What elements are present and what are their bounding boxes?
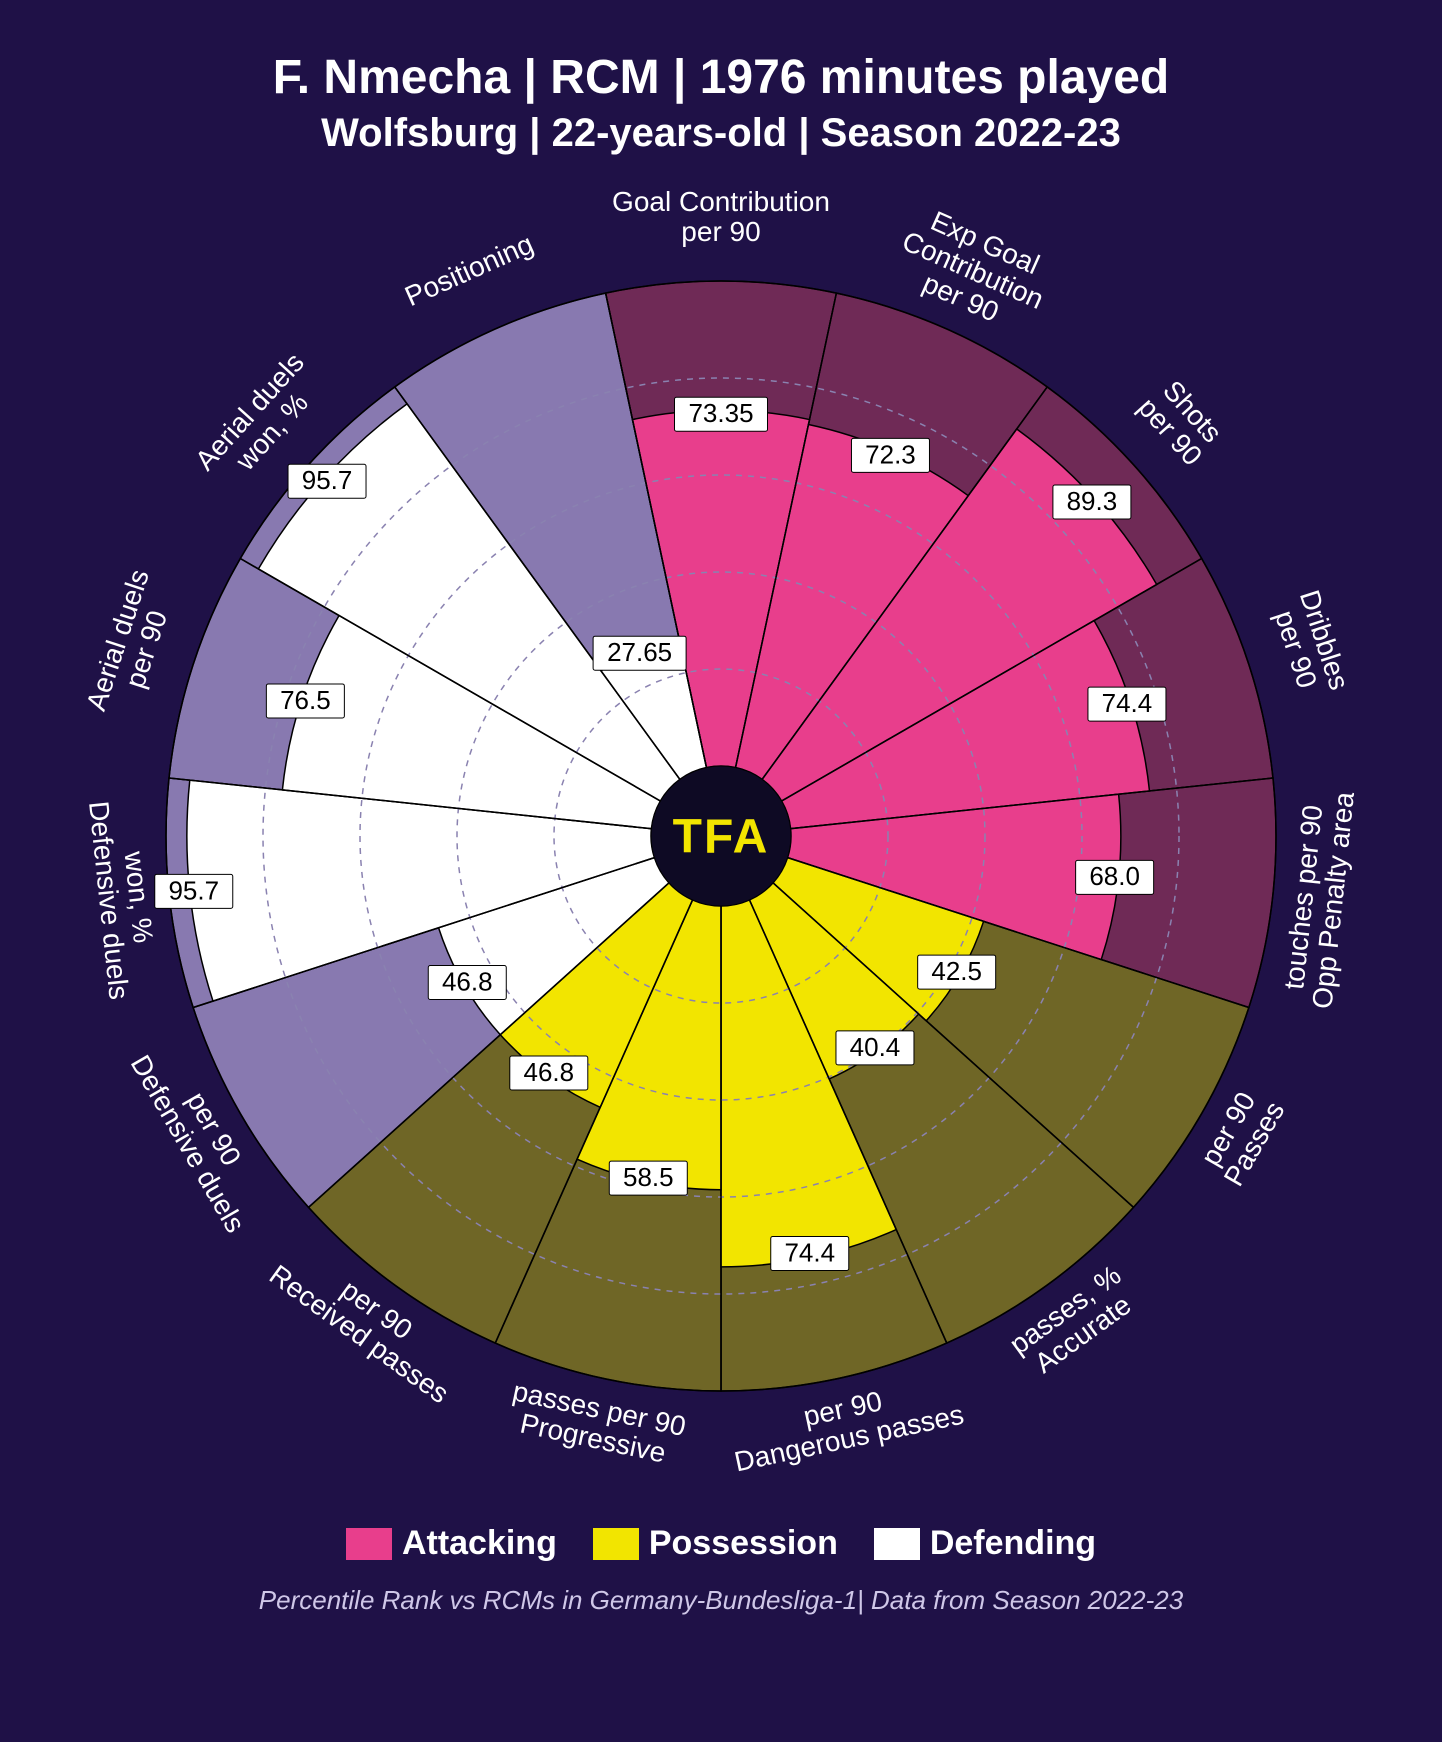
legend: Attacking Possession Defending xyxy=(0,1524,1442,1563)
metric-label-group: Dribblesper 90 xyxy=(1265,586,1355,703)
legend-item: Attacking xyxy=(346,1524,557,1563)
value-text: 76.5 xyxy=(280,685,331,715)
chart-header: F. Nmecha | RCM | 1976 minutes played Wo… xyxy=(0,0,1442,156)
value-text: 74.4 xyxy=(1102,688,1153,718)
metric-label-group: Goal Contributionper 90 xyxy=(612,186,830,247)
legend-item: Defending xyxy=(874,1524,1096,1563)
value-text: 42.5 xyxy=(931,956,982,986)
legend-label: Attacking xyxy=(402,1524,557,1563)
value-text: 46.8 xyxy=(442,966,493,996)
metric-label-line: Positioning xyxy=(400,228,538,312)
center-logo-text: TFA xyxy=(673,811,770,864)
value-text: 74.4 xyxy=(784,1237,835,1267)
metric-label-line: Goal Contribution xyxy=(612,186,830,217)
value-text: 40.4 xyxy=(850,1032,901,1062)
value-text: 89.3 xyxy=(1067,486,1118,516)
metric-label-group: Positioning xyxy=(400,228,538,312)
legend-item: Possession xyxy=(593,1524,838,1563)
chart-title: F. Nmecha | RCM | 1976 minutes played xyxy=(0,50,1442,105)
value-text: 46.8 xyxy=(523,1057,574,1087)
legend-label: Defending xyxy=(930,1524,1096,1563)
metric-label-line: per 90 xyxy=(681,216,760,247)
metric-label-group: Progressivepasses per 90 xyxy=(504,1375,689,1471)
legend-swatch xyxy=(346,1528,392,1560)
value-text: 95.7 xyxy=(168,875,219,905)
legend-label: Possession xyxy=(649,1524,838,1563)
metric-label-group: Aerial duelsper 90 xyxy=(80,566,183,724)
polar-bar-chart: Goal Contributionper 90Exp GoalContribut… xyxy=(51,166,1391,1506)
value-text: 58.5 xyxy=(623,1162,674,1192)
metric-label-group: Defensive duelswon, % xyxy=(83,797,164,1002)
value-text: 27.65 xyxy=(607,637,672,667)
metric-label-group: Opp Penalty areatouches per 90 xyxy=(1276,787,1359,1011)
chart-subtitle: Wolfsburg | 22-years-old | Season 2022-2… xyxy=(0,111,1442,156)
metric-label-group: Shotsper 90 xyxy=(1132,372,1230,472)
chart-footnote: Percentile Rank vs RCMs in Germany-Bunde… xyxy=(0,1585,1442,1616)
value-text: 73.35 xyxy=(688,398,753,428)
value-text: 95.7 xyxy=(302,465,353,495)
value-text: 68.0 xyxy=(1089,861,1140,891)
legend-swatch xyxy=(874,1528,920,1560)
value-text: 72.3 xyxy=(865,439,916,469)
legend-swatch xyxy=(593,1528,639,1560)
chart-container: Goal Contributionper 90Exp GoalContribut… xyxy=(0,166,1442,1506)
